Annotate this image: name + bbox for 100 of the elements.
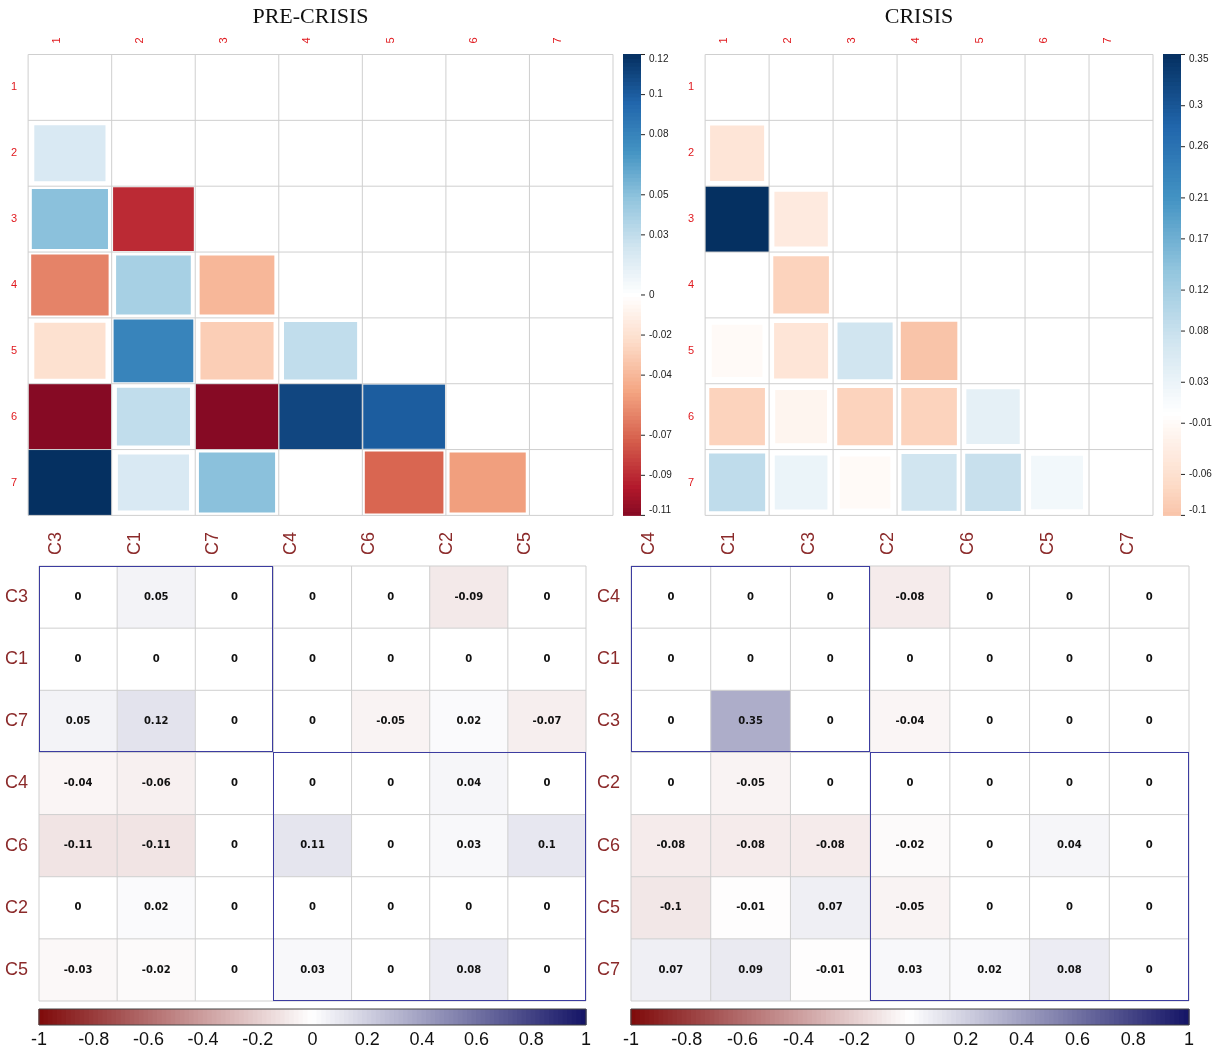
data-label: 0.07	[658, 963, 684, 975]
color-bar-label: 0.8	[518, 1028, 544, 1049]
color-bar-label: 0.12	[1189, 283, 1209, 295]
data-label: 0	[543, 901, 551, 913]
data-label: 0	[1065, 714, 1073, 726]
y-tick-label: C7	[596, 958, 621, 979]
data-label: 0.03	[456, 839, 482, 851]
data-label: 0	[152, 652, 160, 664]
x-tick-label: C2	[436, 531, 457, 556]
color-bar-label: -0.4	[187, 1028, 219, 1049]
data-label: -0.02	[141, 963, 171, 975]
color-bar-label: -0.07	[649, 429, 673, 440]
y-tick-label: C6	[4, 834, 29, 855]
y-tick-label: C3	[4, 586, 29, 607]
data-label: 0	[465, 652, 473, 664]
color-bar-label: -0.4	[782, 1028, 814, 1049]
data-label: 0	[387, 901, 395, 913]
data-label: 0	[543, 963, 551, 975]
y-tick-label: 5	[687, 343, 695, 356]
data-label: 0	[230, 590, 238, 602]
color-bar-label: 0.05	[649, 188, 669, 200]
color-bar-label: -0.02	[649, 328, 673, 340]
data-label: -0.08	[656, 839, 686, 851]
y-tick-label: C4	[596, 586, 621, 607]
y-tick-label: 4	[10, 277, 18, 290]
color-bar-label: 0.6	[1064, 1028, 1090, 1049]
data-label: 0	[230, 839, 238, 851]
data-label: 0	[309, 652, 317, 664]
y-tick-label: 7	[10, 475, 18, 488]
x-tick-label: C2	[877, 531, 898, 556]
x-tick-label: 1	[716, 37, 729, 44]
color-bar-label: -0.6	[132, 1028, 164, 1049]
y-tick-label: 4	[687, 277, 695, 290]
x-tick-label: 3	[844, 37, 857, 44]
color-bar-label: -0.01	[1189, 416, 1213, 428]
chart-title: CRISIS	[884, 2, 954, 28]
data-label: 0	[309, 714, 317, 726]
x-tick-label: C5	[514, 531, 535, 556]
data-label: 0.05	[143, 590, 169, 602]
color-bar-label: 0	[307, 1028, 318, 1049]
data-label: 0.1	[538, 839, 556, 851]
color-bar-label: -0.8	[671, 1028, 703, 1049]
data-label: 0	[387, 590, 395, 602]
x-tick-label: C4	[279, 531, 300, 556]
color-bar-label: 0.4	[409, 1028, 435, 1049]
data-label: 0	[387, 777, 395, 789]
data-label: 0.11	[300, 839, 325, 851]
color-bar-label: 0.12	[649, 53, 669, 65]
data-label: 0	[1145, 839, 1153, 851]
color-bar-label: 0.17	[1189, 232, 1209, 244]
data-label: 0	[1145, 652, 1153, 664]
data-label: 0	[986, 714, 994, 726]
data-label: 0	[74, 652, 82, 664]
x-tick-label: 1	[49, 37, 62, 44]
color-bar-label: 0.6	[464, 1028, 490, 1049]
x-tick-label: C1	[717, 531, 738, 556]
data-label: 0	[387, 652, 395, 664]
data-label: 0.08	[456, 963, 482, 975]
data-label: 0.03	[300, 963, 325, 975]
data-label: -0.03	[63, 963, 93, 975]
data-label: 0	[826, 777, 834, 789]
data-label: 0	[74, 901, 82, 913]
x-tick-label: 3	[216, 37, 229, 44]
data-label: 0	[826, 714, 834, 726]
y-tick-label: C2	[596, 772, 621, 793]
y-tick-label: 1	[687, 80, 695, 93]
x-tick-label: C5	[1036, 531, 1057, 556]
data-label: 0	[1145, 590, 1153, 602]
data-label: 0	[1145, 963, 1153, 975]
color-bar-label: 1	[1183, 1028, 1195, 1049]
data-label: 0	[309, 901, 317, 913]
data-label: -0.05	[895, 901, 925, 913]
data-label: 0	[986, 901, 994, 913]
data-label: 0	[747, 590, 755, 602]
data-label: 0	[986, 777, 994, 789]
data-label: -0.08	[736, 839, 766, 851]
x-tick-label: C3	[45, 531, 66, 556]
x-tick-label: 5	[383, 37, 396, 44]
data-label: 0	[986, 839, 994, 851]
x-tick-label: 4	[300, 37, 313, 44]
data-label: -0.05	[736, 777, 766, 789]
color-bar-label: 0	[905, 1028, 916, 1049]
data-label: 0	[230, 777, 238, 789]
data-label: 0	[826, 652, 834, 664]
data-label: -0.01	[815, 963, 845, 975]
chart-title: PRE-CRISIS	[252, 2, 369, 28]
x-tick-label: 6	[1036, 37, 1049, 44]
data-label: 0	[309, 777, 317, 789]
data-label: 0	[986, 590, 994, 602]
color-bar-label: -0.04	[649, 368, 673, 380]
x-tick-label: 7	[551, 37, 564, 44]
y-tick-label: C1	[4, 648, 29, 669]
y-tick-label: 6	[10, 409, 18, 422]
color-bar-label: -1	[31, 1028, 48, 1049]
x-tick-label: 5	[972, 37, 985, 44]
data-label: -0.04	[63, 777, 93, 789]
data-label: 0	[465, 901, 473, 913]
data-label: 0.02	[977, 963, 1003, 975]
data-label: 0	[543, 777, 551, 789]
y-tick-label: 3	[10, 212, 18, 225]
